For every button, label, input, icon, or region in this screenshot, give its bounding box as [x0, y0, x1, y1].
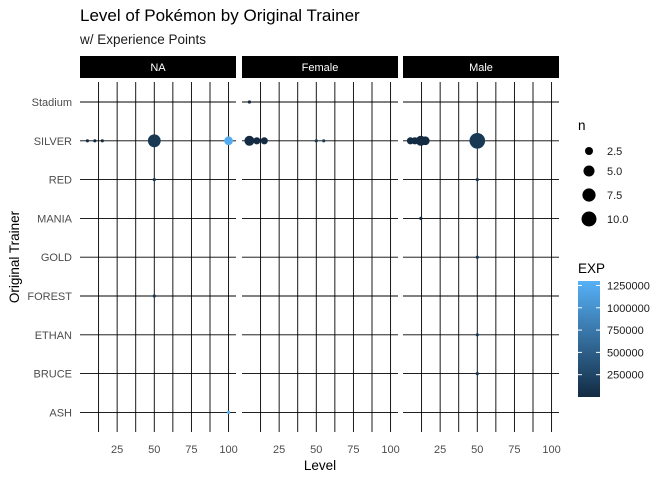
x-tick-label: 100 — [219, 444, 237, 456]
size-legend-label: 10.0 — [607, 214, 628, 226]
data-point — [152, 294, 156, 298]
x-tick-label: 50 — [471, 444, 483, 456]
color-legend-title: EXP — [578, 261, 605, 276]
facet-strip — [403, 56, 559, 78]
x-tick-label: 50 — [310, 444, 322, 456]
x-tick-label: 75 — [347, 444, 359, 456]
y-tick-label: ASH — [49, 407, 72, 419]
y-axis-title: Original Trainer — [7, 210, 22, 303]
panel-female: Female 25 50 75 100 — [242, 56, 400, 456]
facet-strip-label: NA — [150, 62, 166, 74]
size-legend-title: n — [578, 118, 586, 133]
facet-strip — [242, 56, 398, 78]
x-tick-label: 100 — [542, 444, 560, 456]
data-point — [100, 139, 104, 143]
panel-na: NA 25 50 75 100 — [80, 56, 238, 456]
y-tick-label: BRUCE — [33, 369, 72, 381]
data-point — [469, 133, 486, 149]
panel-male: Male 25 50 75 100 — [403, 56, 561, 456]
x-tick-label: 25 — [434, 444, 446, 456]
data-point — [475, 372, 479, 376]
color-legend-label: 250000 — [607, 370, 644, 382]
data-point — [244, 135, 255, 146]
x-axis-title: Level — [304, 458, 336, 473]
x-tick-label: 100 — [381, 444, 399, 456]
facet-strip — [80, 56, 236, 78]
chart-title: Level of Pokémon by Original Trainer — [80, 6, 360, 25]
size-legend-label: 5.0 — [607, 166, 622, 178]
y-tick-label: RED — [49, 175, 72, 187]
x-tick-label: 25 — [111, 444, 123, 456]
color-legend-label: 1250000 — [607, 280, 650, 292]
size-legend-label: 2.5 — [607, 146, 622, 158]
data-point — [260, 137, 268, 145]
data-point — [147, 134, 161, 148]
facet-strip-label: Male — [469, 62, 493, 74]
data-point — [314, 139, 318, 143]
facet-strip-label: Female — [302, 62, 339, 74]
chart-subtitle: w/ Experience Points — [80, 32, 207, 47]
data-point — [475, 178, 479, 182]
color-legend-label: 500000 — [607, 347, 644, 359]
y-tick-label: ETHAN — [35, 330, 72, 342]
data-point — [247, 100, 252, 104]
size-legend-key — [585, 147, 593, 155]
data-point — [322, 139, 326, 143]
color-legend-label: 750000 — [607, 325, 644, 337]
y-tick-label: FOREST — [27, 291, 72, 303]
data-point — [93, 139, 97, 143]
size-legend-key — [581, 211, 597, 227]
x-tick-label: 75 — [508, 444, 520, 456]
data-point — [475, 255, 479, 259]
x-tick-label: 75 — [185, 444, 197, 456]
color-legend-label: 1000000 — [607, 303, 650, 315]
x-tick-label: 50 — [148, 444, 160, 456]
data-point — [420, 136, 430, 146]
color-legend-bar — [578, 281, 600, 397]
data-point — [152, 178, 156, 182]
y-tick-label: GOLD — [41, 252, 72, 264]
data-point — [85, 139, 90, 143]
size-legend-key — [582, 188, 596, 202]
data-point — [253, 137, 261, 145]
y-tick-label: MANIA — [37, 213, 73, 225]
data-point — [224, 136, 233, 146]
y-tick-label: SILVER — [34, 136, 72, 148]
data-point — [419, 216, 423, 220]
size-legend-label: 7.5 — [607, 190, 622, 202]
size-legend-key — [583, 165, 595, 177]
data-point — [475, 333, 479, 337]
data-point — [226, 410, 231, 414]
y-tick-label: Stadium — [32, 97, 72, 109]
x-tick-label: 25 — [273, 444, 285, 456]
